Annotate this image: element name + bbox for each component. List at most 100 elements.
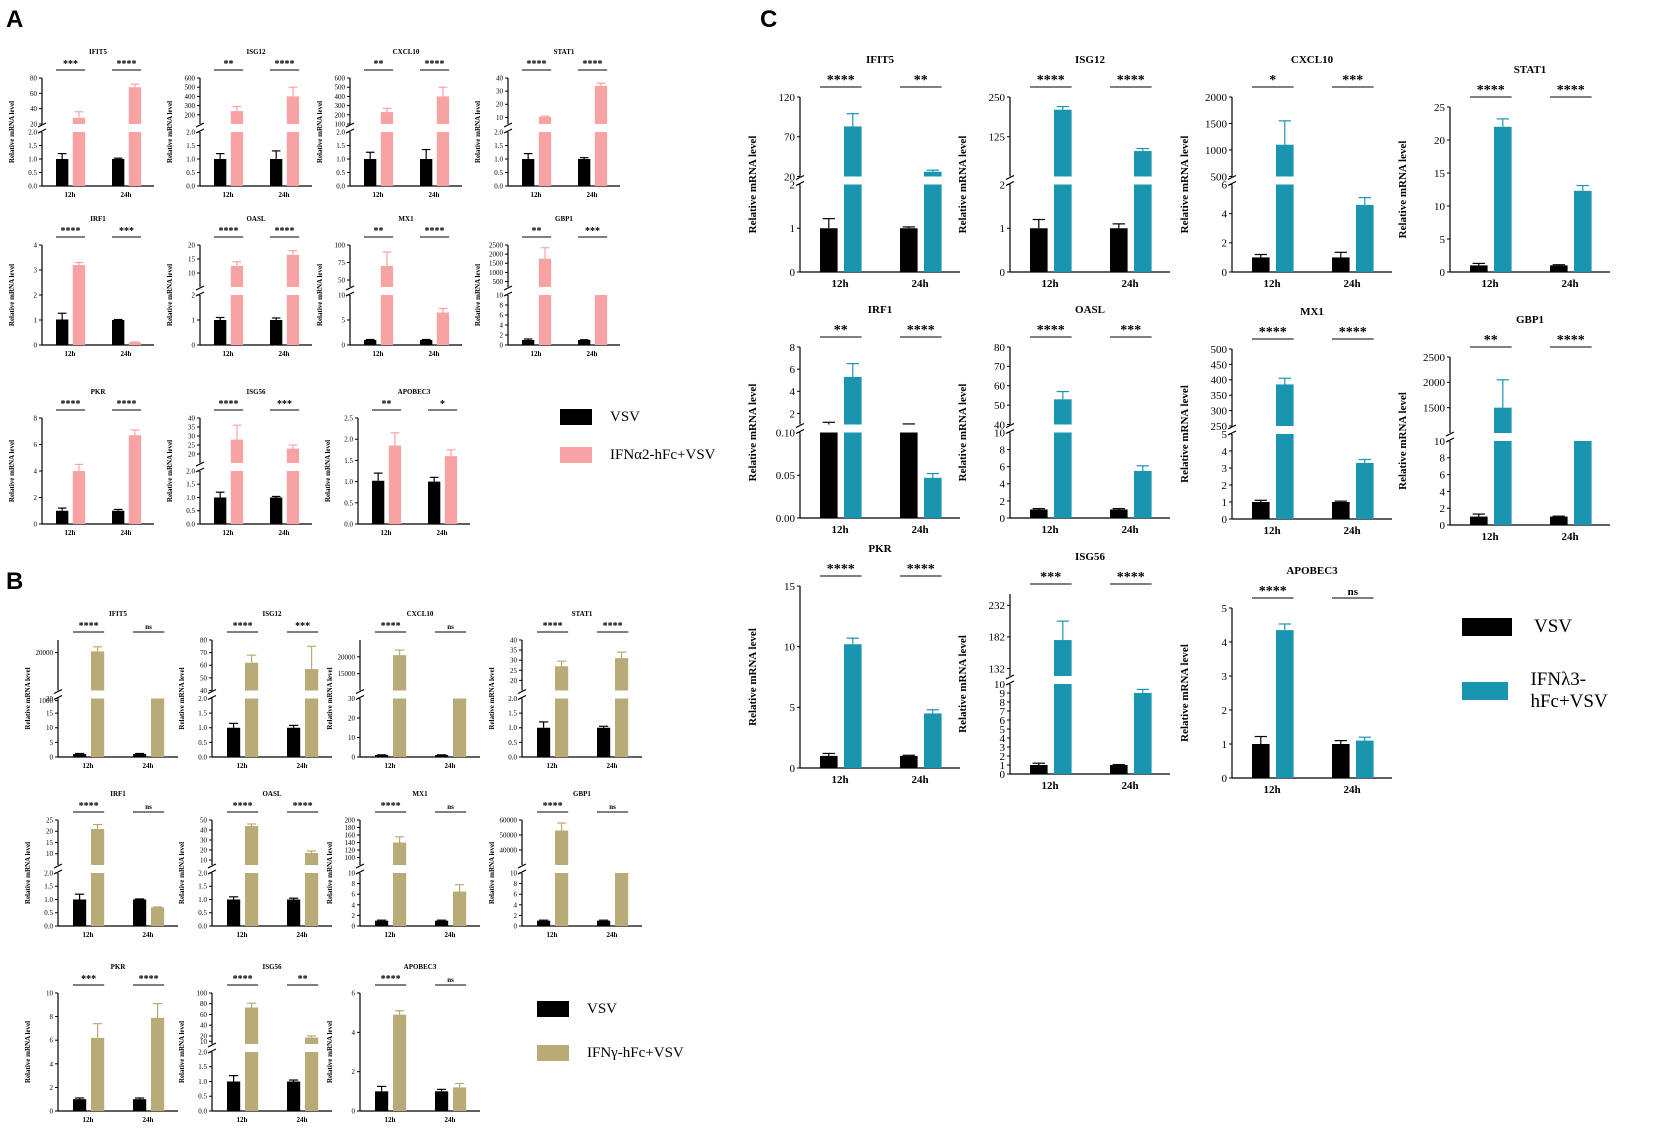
significance-label: **** xyxy=(1037,323,1065,338)
y-tick-label: 70 xyxy=(994,361,1006,373)
y-tick-label: 6 xyxy=(50,1037,54,1045)
bar-treatment-24h xyxy=(1356,462,1374,519)
chart-title: ISG56 xyxy=(262,963,282,971)
x-tick-label: 12h xyxy=(381,529,392,537)
y-tick-label: 35 xyxy=(510,647,518,655)
chart-title: ISG12 xyxy=(262,610,282,618)
significance-label: **** xyxy=(1557,83,1585,98)
y-tick-label: 350 xyxy=(1211,390,1228,402)
y-tick-label: 500 xyxy=(335,84,346,92)
y-tick-label: 1.0 xyxy=(28,155,37,163)
y-axis-label: Relative mRNA level xyxy=(316,264,324,326)
y-tick-label: 60 xyxy=(30,90,38,98)
bar-vsv-24h xyxy=(1550,516,1568,525)
y-tick-label: 0 xyxy=(1222,514,1228,526)
y-tick-label: 80 xyxy=(200,1000,208,1008)
bar-vsv-24h xyxy=(1332,502,1350,519)
y-tick-label: 2 xyxy=(192,291,196,299)
chart-title: MX1 xyxy=(1300,306,1324,318)
chart-c-gbp1: 0 2 4 6 8 10 1500 2000 2500 GBP1 Relative mRNA lev… xyxy=(1397,314,1610,543)
significance-label: **** xyxy=(1117,73,1145,88)
y-tick-label: 15 xyxy=(46,710,54,718)
y-tick-label: 10 xyxy=(200,1038,208,1046)
y-tick-label: 4 xyxy=(34,467,38,475)
y-tick-label: 70 xyxy=(200,649,208,657)
y-tick-label: 6 xyxy=(1000,715,1006,727)
y-tick-label: 10 xyxy=(994,427,1006,439)
significance-label: **** xyxy=(1339,325,1367,340)
y-tick-label: 2 xyxy=(1440,503,1446,515)
significance-label: *** xyxy=(81,974,96,985)
bar-vsv-12h xyxy=(375,920,389,926)
y-tick-label: 2000 xyxy=(1423,377,1446,389)
y-tick-label: 30 xyxy=(348,695,356,703)
x-tick-label: 12h xyxy=(223,191,234,199)
y-tick-label: 450 xyxy=(1211,359,1228,371)
bar-break-gap xyxy=(614,690,630,699)
significance-label: **** xyxy=(275,59,295,70)
bar-treatment-24h xyxy=(436,96,450,186)
y-tick-label: 100 xyxy=(345,854,356,862)
y-tick-label: 20000 xyxy=(36,649,54,657)
y-tick-label: 0.5 xyxy=(336,169,345,177)
y-tick-label: 182 xyxy=(989,632,1006,644)
y-tick-label: 1.5 xyxy=(44,883,53,891)
y-tick-label: 1.5 xyxy=(198,710,207,718)
y-tick-label: 5 xyxy=(1222,429,1228,441)
y-axis-label: Relative mRNA level xyxy=(326,842,334,904)
x-tick-label: 24h xyxy=(279,529,290,537)
bar-break-gap xyxy=(1133,176,1153,185)
bar-vsv-24h xyxy=(435,920,449,926)
chart-c-isg12: 0 1 2 125 250 ISG12 Relative mRNA level 12h ****… xyxy=(957,54,1170,290)
y-tick-label: 1.0 xyxy=(44,896,53,904)
y-tick-label: 2.0 xyxy=(508,695,517,703)
y-tick-label: 1.5 xyxy=(508,710,517,718)
significance-label: **** xyxy=(827,562,855,577)
bar-treatment-12h xyxy=(844,126,862,272)
bar-treatment-12h xyxy=(72,265,86,345)
y-tick-label: 8 xyxy=(50,1013,54,1021)
bar-break-gap xyxy=(379,124,395,132)
bar-treatment-24h xyxy=(615,658,629,757)
chart-a-irf1: 0 1 2 3 4 IRF1 Relative mRNA level 12h **** 24h **… xyxy=(8,215,154,358)
y-tick-label: 30 xyxy=(510,657,518,665)
y-tick-label: 40 xyxy=(510,636,518,644)
y-tick-label: 0.5 xyxy=(198,909,207,917)
panel-label-a: A xyxy=(6,6,24,33)
x-tick-label: 24h xyxy=(587,191,598,199)
significance-label: ns xyxy=(447,803,454,811)
y-tick-label: 0.0 xyxy=(198,753,207,761)
bar-treatment-24h xyxy=(453,698,467,757)
bar-treatment-24h xyxy=(151,907,165,926)
y-tick-label: 0 xyxy=(192,341,196,349)
bar-vsv-12h xyxy=(227,727,241,757)
y-tick-label: 0.0 xyxy=(198,1107,207,1115)
x-tick-label: 12h xyxy=(83,1116,94,1124)
x-tick-label: 12h xyxy=(1041,278,1058,290)
bar-vsv-12h xyxy=(364,340,377,345)
bar-treatment-24h xyxy=(286,254,300,345)
y-tick-label: 1.0 xyxy=(186,155,195,163)
bar-vsv-12h xyxy=(537,920,551,926)
y-axis-label: Relative mRNA level xyxy=(1179,644,1191,742)
legend-label-vsv: VSV xyxy=(1534,616,1573,637)
legend-swatch-ifnl3 xyxy=(1462,682,1509,700)
bar-break-gap xyxy=(304,1044,320,1052)
y-tick-label: 200 xyxy=(185,111,196,119)
chart-title: CXCL10 xyxy=(407,610,434,618)
bar-treatment-12h xyxy=(380,266,394,345)
bar-treatment-24h xyxy=(305,669,319,757)
axis-break-mark xyxy=(355,688,365,695)
bar-treatment-12h xyxy=(388,445,402,524)
significance-label: ** xyxy=(224,59,234,70)
x-tick-label: 24h xyxy=(143,762,154,770)
bar-treatment-12h xyxy=(91,1037,105,1111)
y-tick-label: 2 xyxy=(1222,705,1228,717)
significance-label: **** xyxy=(117,399,137,410)
y-tick-label: 15 xyxy=(1434,168,1446,180)
bar-treatment-12h xyxy=(91,829,105,926)
y-tick-label: 160 xyxy=(345,831,356,839)
significance-label: **** xyxy=(233,974,253,985)
